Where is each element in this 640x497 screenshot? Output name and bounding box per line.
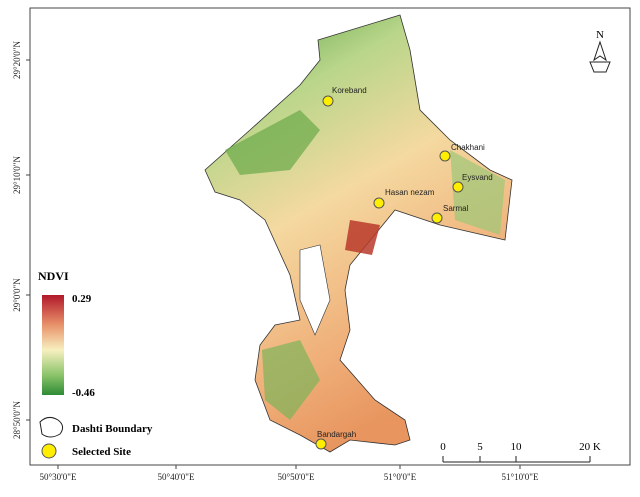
legend-boundary-label: Dashti Boundary — [72, 423, 153, 435]
north-label: N — [596, 29, 604, 41]
legend-max: 0.29 — [72, 293, 92, 305]
north-arrow-base — [589, 61, 611, 73]
water-inlet — [299, 244, 331, 336]
longitude-label: 50°50'0"E — [278, 472, 315, 482]
site-marker — [439, 150, 451, 162]
north-arrow: N — [589, 29, 611, 73]
longitude-label: 51°0'0"E — [384, 472, 417, 482]
longitude-label: 50°40'0"E — [158, 472, 195, 482]
vegetation-patch — [225, 110, 320, 175]
scale-label: 10 — [511, 441, 523, 453]
north-arrow-shape — [593, 40, 607, 62]
scale-bar: 0 5 10 20 K — [440, 441, 601, 463]
legend-title: NDVI — [38, 269, 69, 283]
site-marker — [373, 197, 385, 209]
legend-colorbar — [42, 295, 64, 395]
scale-label: 20 K — [579, 441, 601, 453]
site-label: Chakhani — [451, 143, 485, 152]
latitude-label: 29°0'0"N — [12, 278, 22, 312]
vegetation-patch — [450, 150, 505, 235]
site-label: Hasan nezam — [385, 188, 435, 197]
farmland-patch — [345, 220, 380, 255]
longitude-label: 51°10'0"E — [502, 472, 539, 482]
longitude-label: 50°30'0"E — [40, 472, 77, 482]
vegetation-patch — [262, 340, 320, 420]
latitude-label: 28°50'0"N — [12, 401, 22, 439]
site-label: Koreband — [332, 86, 367, 95]
site-label: Sarmal — [443, 204, 469, 213]
legend-min: -0.46 — [72, 387, 95, 399]
latitude-label: 29°20'0"N — [12, 41, 22, 79]
site-marker — [322, 95, 334, 107]
scale-label: 5 — [477, 441, 483, 453]
legend-boundary-icon — [39, 416, 64, 438]
site-marker — [452, 181, 464, 193]
legend-site-icon — [41, 443, 57, 459]
site-label: Bandargah — [317, 430, 356, 439]
site-marker — [431, 212, 443, 224]
latitude-label: 29°10'0"N — [12, 156, 22, 194]
legend-site-label: Selected Site — [72, 446, 131, 458]
site-label: Eysvand — [462, 173, 493, 182]
site-marker — [315, 438, 327, 450]
scale-label: 0 — [440, 441, 446, 453]
